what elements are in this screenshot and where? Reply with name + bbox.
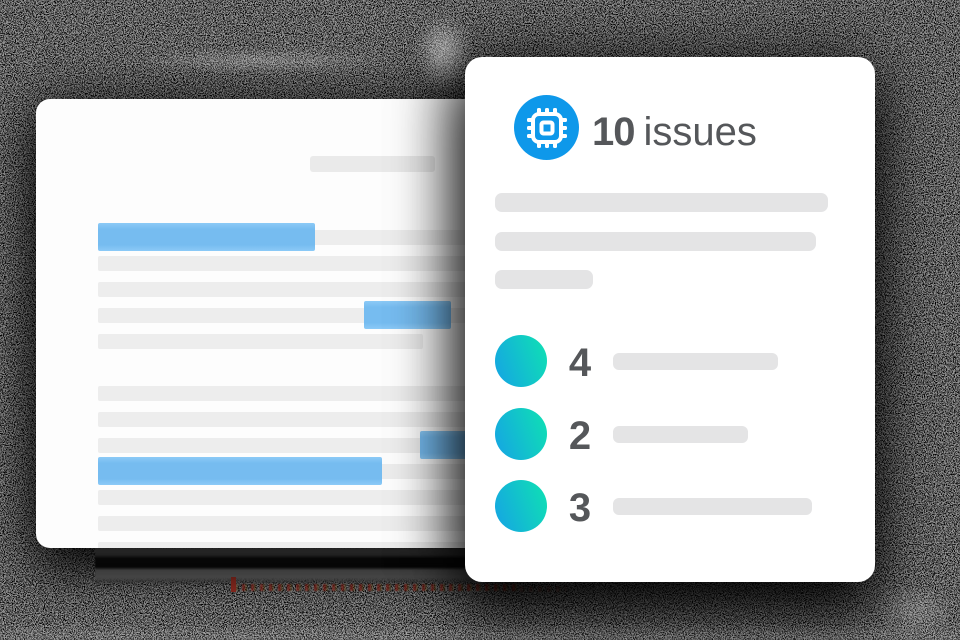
skeleton-bar: [495, 270, 593, 289]
skeleton-line: [98, 542, 470, 548]
issue-row: 2: [495, 408, 855, 460]
skeleton-line: [98, 516, 470, 531]
highlight-bar: [98, 223, 315, 251]
skeleton-line: [98, 386, 470, 401]
skeleton-line: [98, 282, 470, 297]
skeleton-line: [98, 412, 470, 427]
issue-row: 4: [495, 335, 855, 387]
issue-row: 3: [495, 480, 855, 532]
issues-title: 10 issues: [592, 101, 757, 155]
status-dot: [495, 408, 547, 460]
red-artifact-dot: [231, 577, 236, 592]
skeleton-line: [98, 490, 470, 505]
issue-row-skeleton-bar: [613, 425, 748, 443]
chip-icon: [526, 107, 567, 148]
card-drop-shadow-strip: [95, 548, 519, 586]
issue-row-skeleton-bar: [613, 497, 812, 515]
issue-row-skeleton-bar: [613, 352, 778, 370]
skeleton-line: [98, 256, 470, 271]
issues-count: 10: [592, 109, 635, 154]
skeleton-line: [98, 334, 423, 349]
skeleton-bar: [495, 232, 816, 251]
skeleton-line: [98, 438, 470, 453]
skeleton-header-bar: [310, 156, 435, 172]
chip-icon-badge: [514, 95, 579, 160]
issues-summary-card: 10 issues 4 2 3: [465, 57, 875, 582]
skeleton-bar: [495, 193, 828, 212]
back-document-card: [36, 99, 520, 548]
highlight-bar: [364, 301, 451, 329]
status-dot: [495, 335, 547, 387]
highlight-bar: [98, 457, 382, 485]
red-artifact-line: [233, 584, 520, 591]
red-artifact-line-tail: [520, 586, 566, 592]
issues-card-header: 10 issues: [514, 95, 757, 160]
status-dot: [495, 480, 547, 532]
issue-row-count: 2: [568, 413, 592, 458]
issues-label: issues: [643, 109, 757, 154]
issue-row-count: 4: [568, 340, 592, 385]
issue-row-count: 3: [568, 485, 592, 530]
highlight-bar: [420, 431, 470, 459]
